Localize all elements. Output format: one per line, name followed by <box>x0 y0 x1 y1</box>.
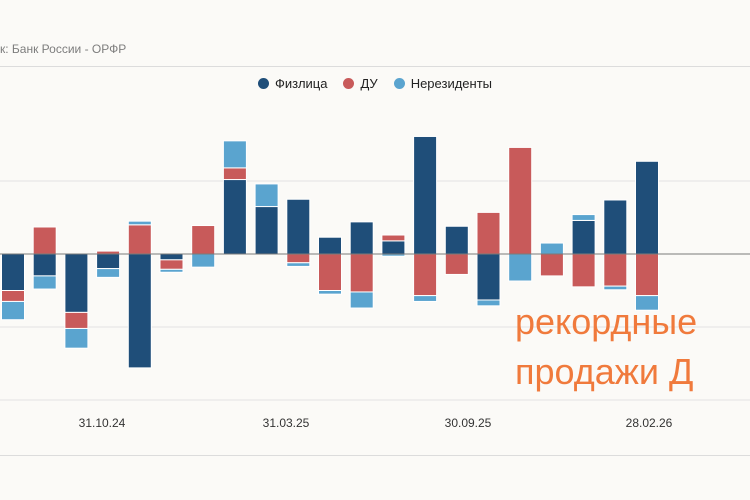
bar-series1-14 <box>444 253 469 275</box>
x-tick-label-1: 31.03.25 <box>263 416 310 430</box>
bar-series2-7 <box>222 140 247 169</box>
annotation-line-2: продажи Д <box>515 351 694 392</box>
bar-series2-6 <box>191 253 216 268</box>
bar-series2-18 <box>571 214 596 221</box>
bar-series1-15 <box>476 211 501 255</box>
bar-series1-7 <box>222 167 247 181</box>
bar-series1-4 <box>127 224 152 255</box>
bar-series0-4 <box>127 253 152 369</box>
divider-top <box>0 66 750 67</box>
legend-dot-trust <box>343 78 355 89</box>
legend-item-trust: ДУ <box>343 76 378 91</box>
bar-series1-6 <box>191 225 216 255</box>
x-tick-label-2: 30.09.25 <box>445 416 492 430</box>
bar-series2-16 <box>508 253 533 282</box>
bar-series2-17 <box>539 242 564 255</box>
annotation-line-1: рекордные <box>515 301 698 342</box>
bar-series0-7 <box>222 179 247 255</box>
bar-series1-1 <box>32 226 57 255</box>
bar-series2-1 <box>32 275 57 290</box>
bar-series0-15 <box>476 253 501 301</box>
bar-series1-18 <box>571 253 596 288</box>
legend-label-trust: ДУ <box>360 76 378 91</box>
bar-series0-5 <box>159 253 184 261</box>
bar-series0-9 <box>286 198 311 255</box>
bar-series0-3 <box>96 253 121 270</box>
bar-series2-19 <box>603 285 628 291</box>
source-note: к: Банк России - ОРФР <box>0 42 127 56</box>
bar-series2-20 <box>635 295 659 311</box>
bar-series1-13 <box>413 253 438 297</box>
bar-series2-2 <box>64 327 89 349</box>
bar-series0-12 <box>381 240 406 255</box>
bar-series1-12 <box>381 234 406 242</box>
chart-annotation: рекордные продажи Д <box>515 297 697 397</box>
bar-series0-19 <box>603 199 628 255</box>
bar-series0-10 <box>318 236 342 255</box>
bar-series2-8 <box>254 183 279 208</box>
bar-series1-5 <box>159 259 184 270</box>
legend-label-nonresidents: Нерезиденты <box>410 76 492 91</box>
x-tick-label-3: 28.02.26 <box>626 416 673 430</box>
bar-series1-2 <box>64 311 89 329</box>
bar-series0-0 <box>1 253 25 291</box>
bar-series1-20 <box>635 253 659 297</box>
bar-series1-10 <box>318 253 342 291</box>
chart-legend: Физлица ДУ Нерезиденты <box>0 76 750 91</box>
bar-series2-10 <box>318 290 342 295</box>
bar-series1-19 <box>603 253 628 287</box>
bar-series2-13 <box>413 295 438 302</box>
bar-series0-14 <box>444 225 469 255</box>
bar-series0-18 <box>571 219 596 255</box>
x-tick-label-0: 31.10.24 <box>79 416 126 430</box>
bar-series2-15 <box>476 299 501 307</box>
bar-series1-16 <box>508 146 533 255</box>
legend-item-individuals: Физлица <box>257 76 328 91</box>
bar-series0-13 <box>413 135 438 255</box>
bar-series1-17 <box>539 253 564 277</box>
bar-series1-0 <box>1 290 25 302</box>
bar-series1-9 <box>286 253 311 264</box>
bar-series2-11 <box>349 291 374 309</box>
bar-series2-5 <box>159 268 184 273</box>
bar-series0-20 <box>635 160 659 255</box>
bar-series0-8 <box>254 206 279 255</box>
legend-dot-nonresidents <box>393 78 405 89</box>
bar-series2-0 <box>1 300 25 321</box>
bar-series2-3 <box>96 268 121 278</box>
bar-series2-9 <box>286 262 311 267</box>
bar-series1-11 <box>349 253 374 293</box>
bar-series0-11 <box>349 221 374 255</box>
divider-bottom <box>0 455 750 456</box>
bar-series0-2 <box>64 253 89 313</box>
bar-series2-4 <box>127 220 152 226</box>
legend-label-individuals: Физлица <box>274 76 328 91</box>
legend-dot-individuals <box>257 78 269 89</box>
legend-item-nonresidents: Нерезиденты <box>393 76 492 91</box>
bar-series0-1 <box>32 253 57 277</box>
